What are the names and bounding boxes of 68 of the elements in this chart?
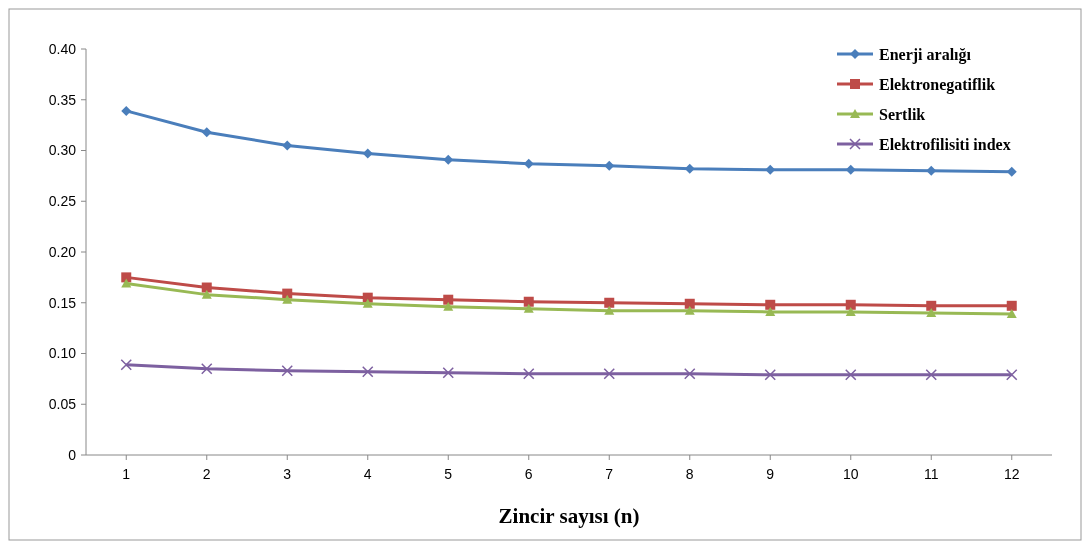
y-tick-label: 0.30: [48, 142, 77, 159]
point: [764, 369, 776, 381]
y-tick-label: 0.25: [48, 193, 77, 210]
x-tick-label: 8: [685, 466, 694, 482]
x-tick-label: 11: [923, 466, 939, 482]
point: [1006, 300, 1017, 311]
y-tick-label: 0.40: [48, 40, 77, 57]
point: [684, 298, 695, 309]
x-tick-label: 1: [122, 466, 131, 482]
legend-label: Sertlik: [879, 105, 926, 123]
point: [1006, 369, 1018, 381]
point: [281, 365, 293, 377]
x-tick-label: 4: [363, 466, 372, 482]
x-tick-label: 10: [842, 466, 859, 482]
point: [443, 154, 454, 165]
point: [362, 298, 373, 308]
point: [604, 160, 615, 171]
x-tick-label: 6: [524, 466, 533, 482]
point: [765, 164, 776, 175]
y-tick-label: 0.15: [48, 294, 77, 311]
point: [926, 307, 937, 317]
point: [604, 297, 615, 308]
point: [845, 306, 856, 316]
point: [362, 366, 374, 378]
legend-label: Elektrofilisiti index: [879, 135, 1011, 153]
x-tick-label: 7: [605, 466, 614, 482]
point: [443, 301, 454, 311]
point: [121, 105, 132, 116]
x-tick-label: 5: [444, 466, 453, 482]
point: [684, 305, 695, 315]
x-axis-title: Zincir sayısı (n): [498, 504, 640, 528]
point: [442, 367, 454, 379]
y-tick-label: 0: [68, 446, 77, 463]
point: [604, 305, 615, 315]
x-tick-label: 2: [202, 466, 211, 482]
point: [845, 164, 856, 175]
x-tick-label: 3: [283, 466, 292, 482]
point: [1006, 308, 1017, 318]
point: [120, 358, 132, 371]
point: [925, 369, 937, 381]
point: [603, 368, 615, 380]
point: [201, 289, 212, 299]
point: [201, 282, 212, 293]
point: [926, 165, 937, 176]
point: [362, 148, 373, 159]
point: [201, 362, 213, 375]
y-tick-label: 0.10: [48, 345, 77, 362]
point: [282, 140, 293, 151]
legend-label: Elektronegatiflik: [879, 75, 996, 94]
point: [845, 299, 856, 310]
x-tick-label: 9: [766, 466, 775, 482]
point: [765, 299, 776, 310]
point: [845, 369, 857, 381]
point: [684, 368, 696, 380]
point: [523, 296, 534, 307]
y-tick-label: 0.20: [48, 243, 77, 260]
y-tick-label: 0.05: [48, 396, 77, 413]
point: [523, 303, 534, 313]
y-tick-label: 0.35: [48, 91, 77, 108]
point: [282, 294, 293, 304]
point: [926, 300, 937, 311]
x-tick-label: 12: [1003, 466, 1020, 482]
point: [523, 368, 535, 380]
point: [765, 306, 776, 316]
legend-label: Enerji aralığı: [879, 45, 972, 64]
point: [443, 294, 454, 305]
point: [201, 127, 212, 138]
point: [121, 272, 132, 283]
